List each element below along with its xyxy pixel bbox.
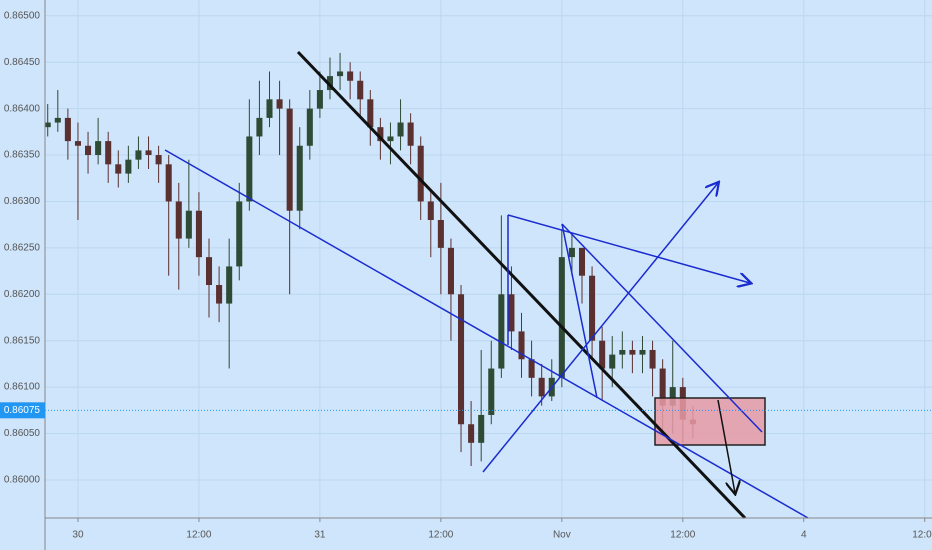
y-tick-label: 0.86100 [4, 382, 41, 393]
y-tick-label: 0.86250 [4, 243, 41, 254]
candle-body [669, 387, 676, 406]
grid [45, 0, 932, 518]
arrow [717, 399, 735, 493]
candle-body [95, 141, 102, 156]
candle-body [619, 349, 626, 355]
y-tick-label: 0.86400 [4, 103, 41, 114]
arrow [507, 214, 750, 283]
candle-body [518, 331, 525, 360]
candle-body [326, 76, 334, 91]
candle-body [306, 108, 313, 146]
y-tick-label: 0.86050 [4, 428, 41, 439]
candle-body [367, 99, 374, 128]
candle-body [337, 71, 344, 77]
candle-body [397, 122, 404, 137]
candle-body [427, 201, 434, 221]
candle-body [468, 424, 475, 443]
trend-line [164, 149, 809, 519]
candles [44, 52, 696, 467]
candle-body [165, 164, 172, 202]
candle-body [649, 349, 656, 369]
candle-body [528, 359, 535, 378]
candle-body [286, 108, 293, 211]
candle-body [85, 145, 92, 156]
candle-body [216, 284, 223, 304]
candle-body [488, 368, 495, 415]
candle-body [54, 117, 61, 123]
candle-body [447, 247, 454, 295]
arrow [482, 183, 718, 473]
x-tick-label: Nov [553, 530, 571, 541]
candle-body [589, 275, 596, 341]
candle-body [357, 80, 364, 100]
trend-line [561, 223, 598, 399]
candle-body [135, 150, 142, 160]
candle-body [568, 247, 575, 258]
drawings [164, 50, 809, 520]
candle-body [105, 141, 112, 165]
candle-body [558, 257, 565, 378]
candle-body [175, 201, 182, 239]
price-label-box [0, 402, 45, 419]
candle-body [478, 414, 485, 443]
candle-body [205, 257, 213, 285]
target-box [654, 397, 766, 446]
candle-body [246, 136, 253, 202]
candle-body [226, 266, 233, 304]
candle-body [609, 354, 616, 369]
x-tick-label: 12:00 [912, 530, 932, 541]
candle-body [458, 294, 465, 425]
candle-body [387, 136, 394, 142]
y-tick-label: 0.86500 [4, 10, 41, 21]
candle-body [256, 117, 263, 137]
candle-body [236, 201, 243, 267]
y-tick-label: 0.86450 [4, 57, 41, 68]
y-tick-label: 0.86150 [4, 335, 41, 346]
candle-body [538, 377, 545, 397]
candle-body [185, 210, 192, 239]
candle-body [417, 145, 424, 202]
candle-body [145, 150, 152, 156]
candle-body [498, 294, 505, 369]
x-tick-label: 30 [72, 530, 84, 541]
x-tick-label: 31 [314, 530, 326, 541]
y-tick-label: 0.86300 [4, 196, 41, 207]
x-tick-label: 12:00 [670, 530, 695, 541]
candle-body [155, 155, 162, 165]
candle-body [316, 90, 323, 109]
y-tick-label: 0.86350 [4, 150, 41, 161]
candle-body [64, 117, 71, 142]
candle-body [377, 127, 384, 142]
x-tick-label: 4 [801, 530, 807, 541]
candle-body [639, 349, 646, 355]
candle-body [407, 122, 414, 146]
x-tick-label: 12:00 [428, 530, 453, 541]
candle-body [125, 159, 132, 174]
y-tick-label: 0.86000 [4, 475, 41, 486]
candle-body [115, 164, 122, 174]
candle-body [195, 210, 202, 258]
candle-body [276, 99, 283, 109]
x-tick-label: 12:00 [186, 530, 211, 541]
candle-body [659, 368, 666, 406]
candle-body [266, 99, 273, 118]
candle-body [74, 141, 81, 146]
candle-body [44, 122, 51, 128]
candle-body [508, 294, 515, 332]
candle-body [578, 247, 586, 276]
trend-line [296, 50, 747, 520]
price-label: 0.86075 [4, 405, 41, 416]
candle-body [296, 145, 303, 211]
axes: 0.86000 0.86050 0.86100 0.86150 0.86200 0.862… [0, 10, 932, 541]
candle-body [437, 220, 444, 248]
candle-body [599, 340, 606, 369]
trend-line [561, 223, 763, 433]
y-tick-label: 0.86200 [4, 289, 41, 300]
candle-body [347, 71, 354, 81]
candle-body [629, 349, 636, 355]
